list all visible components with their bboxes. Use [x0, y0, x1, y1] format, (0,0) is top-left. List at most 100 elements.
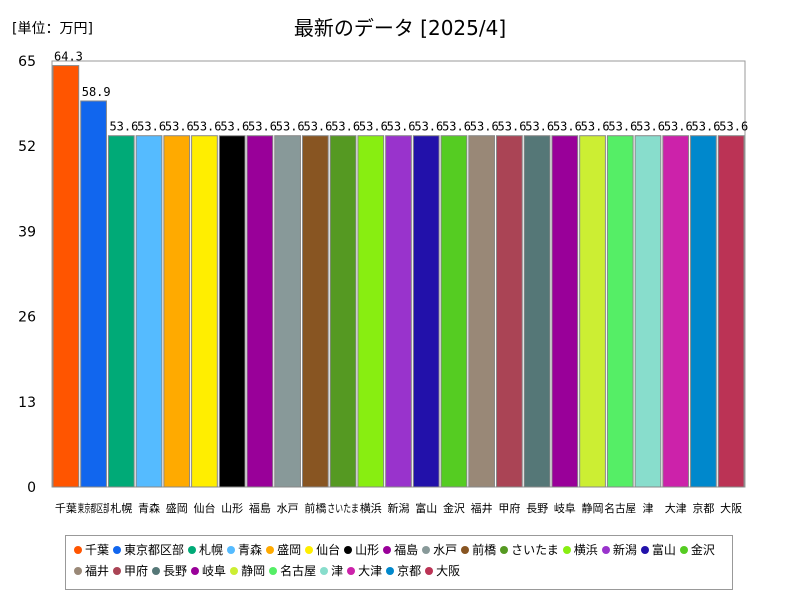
- legend-swatch: [320, 567, 329, 575]
- legend-item: 大阪: [425, 561, 460, 582]
- y-axis-ticks: 0 13 26 39 52 65: [18, 54, 36, 496]
- x-tick-label: 千葉: [55, 501, 77, 515]
- bar: [551, 135, 579, 488]
- legend-label: 福井: [85, 564, 110, 578]
- legend-item: 京都: [386, 561, 421, 582]
- x-tick-label: 山形: [221, 502, 243, 515]
- legend-swatch: [562, 546, 571, 554]
- x-axis-labels: 千葉 東京都区部札幌 青森 盛岡 仙台 山形 福島 水戸 前橋 さいたま 横浜 新潟 富山 金沢 福井 甲府長…: [55, 501, 742, 515]
- legend-label: 富山: [651, 543, 676, 557]
- legend-label: 金沢: [690, 543, 715, 557]
- value-label: 53.6: [553, 120, 582, 134]
- legend-label: さいたま: [511, 543, 559, 557]
- value-label: 53.6: [525, 120, 554, 134]
- x-tick-label: 金沢: [443, 501, 465, 515]
- bar: [163, 135, 191, 488]
- x-tick-label: 青森: [138, 501, 160, 515]
- legend-label: 大津: [358, 564, 383, 578]
- legend-swatch: [305, 546, 314, 554]
- bar: [662, 135, 690, 488]
- legend-swatch: [188, 546, 197, 554]
- bar: [329, 135, 357, 488]
- x-tick-label: 仙台: [193, 501, 215, 515]
- value-label: 53.6: [442, 120, 471, 134]
- legend-item: 福井: [74, 561, 109, 582]
- value-label: 53.6: [608, 120, 637, 134]
- value-label: 53.6: [636, 120, 665, 134]
- legend-label: 横浜: [573, 543, 598, 557]
- y-tick-label: 26: [18, 310, 36, 326]
- legend-label: 岐阜: [202, 564, 227, 578]
- legend-swatch: [344, 546, 353, 554]
- legend-item: 岐阜: [191, 561, 226, 582]
- bar: [246, 135, 274, 488]
- bar: [107, 135, 135, 488]
- legend-item: 東京都区部: [113, 540, 184, 561]
- legend: 千葉 東京都区部 札幌 青森 盛岡 仙台 山形 福島 水戸 前橋 さいたま 横浜 新潟 富山 金沢福井 甲府長…: [65, 535, 733, 590]
- x-tick-label: 福島: [249, 501, 271, 515]
- legend-item: 富山: [640, 540, 676, 561]
- y-tick-label: 39: [18, 224, 36, 240]
- legend-item: 長野: [152, 561, 187, 582]
- y-tick-label: 13: [18, 395, 36, 411]
- legend-item: 金沢: [679, 540, 715, 561]
- bar: [496, 135, 523, 488]
- x-tick-label: 横浜: [360, 501, 382, 515]
- legend-swatch: [74, 567, 82, 575]
- bar: [634, 135, 662, 488]
- legend-label: 長野: [163, 564, 188, 578]
- legend-swatch: [461, 546, 470, 554]
- legend-item: 仙台: [305, 540, 340, 561]
- x-tick-label: 甲府: [498, 501, 520, 515]
- legend-swatch: [679, 546, 688, 554]
- value-label: 53.6: [719, 120, 748, 134]
- legend-swatch: [601, 546, 610, 554]
- y-tick-label: 52: [18, 139, 36, 155]
- value-labels: 64.358.953.653.653.653.653.653.653.653.6…: [54, 50, 748, 134]
- bar: [717, 135, 745, 488]
- legend-label: 盛岡: [277, 543, 302, 557]
- legend-item: 甲府: [113, 561, 148, 582]
- legend-swatch: [152, 567, 161, 575]
- bar: [191, 135, 218, 488]
- value-label: 53.6: [664, 120, 693, 134]
- legend-label: 甲府: [124, 564, 149, 578]
- legend-item: 千葉: [74, 540, 109, 561]
- legend-label: 新潟: [612, 543, 637, 557]
- legend-label: 前橋: [472, 543, 497, 557]
- bar: [301, 135, 329, 488]
- value-label: 53.6: [220, 120, 249, 134]
- value-label: 53.6: [109, 120, 138, 134]
- legend-swatch: [500, 546, 509, 554]
- legend-swatch: [74, 546, 82, 554]
- bar: [523, 135, 551, 488]
- x-tick-label: 津: [642, 502, 653, 515]
- legend-item: 津: [320, 561, 343, 582]
- x-tick-label: 前橋: [304, 501, 326, 515]
- value-label: 53.6: [276, 120, 305, 134]
- bar: [385, 135, 412, 488]
- x-tick-label: 東京都区部: [78, 501, 110, 515]
- legend-label: 山形: [355, 543, 380, 557]
- legend-item: 水戸: [422, 540, 457, 561]
- value-label: 53.6: [387, 120, 416, 134]
- legend-swatch: [640, 546, 649, 554]
- x-tick-label: 新潟: [388, 501, 410, 515]
- legend-item: 大津: [347, 561, 382, 582]
- value-label: 53.6: [498, 120, 527, 134]
- x-tick-label: さいたま: [327, 502, 359, 515]
- value-label: 53.6: [193, 120, 222, 134]
- legend-label: 静岡: [241, 564, 266, 578]
- value-label: 53.6: [165, 120, 194, 134]
- legend-item: 名古屋: [269, 561, 316, 582]
- value-label: 53.6: [359, 120, 388, 134]
- legend-label: 大阪: [436, 564, 461, 578]
- bar: [468, 135, 496, 488]
- x-tick-label: 大津: [665, 501, 687, 515]
- legend-swatch: [347, 567, 356, 575]
- bar: [80, 100, 107, 488]
- bar: [412, 135, 440, 488]
- bar: [52, 65, 80, 488]
- legend-label: 福島: [394, 543, 419, 557]
- legend-item: 静岡: [230, 561, 265, 582]
